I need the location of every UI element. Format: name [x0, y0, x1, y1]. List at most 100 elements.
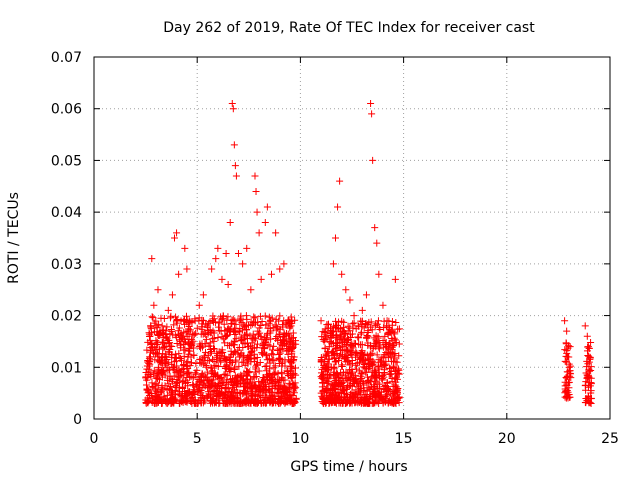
data-point	[160, 392, 168, 400]
data-point	[391, 275, 399, 283]
data-point	[170, 397, 178, 405]
data-point	[344, 322, 352, 330]
data-point	[172, 357, 180, 365]
data-point	[328, 387, 336, 395]
data-point	[215, 319, 223, 327]
data-point	[563, 373, 571, 381]
data-point	[318, 333, 326, 341]
data-point	[176, 398, 184, 406]
data-point	[197, 389, 205, 397]
data-point	[344, 348, 352, 356]
data-point	[196, 355, 204, 363]
x-tick-label: 25	[601, 431, 619, 447]
data-point	[284, 346, 292, 354]
data-points	[142, 100, 595, 407]
data-point	[270, 357, 278, 365]
data-point	[357, 372, 365, 380]
data-point	[376, 384, 384, 392]
data-point	[172, 382, 180, 390]
data-point	[231, 162, 239, 170]
data-point	[224, 313, 232, 321]
data-point	[332, 381, 340, 389]
data-point	[372, 374, 380, 382]
data-point	[144, 374, 152, 382]
data-point	[357, 397, 365, 405]
data-point	[342, 286, 350, 294]
data-point	[385, 397, 393, 405]
data-point	[147, 390, 155, 398]
data-point	[166, 330, 174, 338]
data-point	[352, 375, 360, 383]
data-point	[383, 317, 391, 325]
data-point	[213, 349, 221, 357]
x-tick-label: 5	[193, 431, 202, 447]
data-point	[369, 156, 377, 164]
data-point	[246, 368, 254, 376]
data-point	[244, 355, 252, 363]
data-point	[252, 372, 260, 380]
data-point	[187, 373, 195, 381]
data-point	[199, 291, 207, 299]
data-point	[228, 375, 236, 383]
data-point	[177, 344, 185, 352]
data-point	[338, 270, 346, 278]
data-point	[170, 321, 178, 329]
data-point	[244, 343, 252, 351]
data-point	[150, 370, 158, 378]
data-point	[567, 374, 575, 382]
data-point	[238, 319, 246, 327]
data-point	[384, 329, 392, 337]
data-point	[225, 326, 233, 334]
data-point	[266, 371, 274, 379]
data-point	[175, 350, 183, 358]
data-point	[192, 399, 200, 407]
data-point	[337, 331, 345, 339]
data-point	[223, 331, 231, 339]
data-point	[364, 398, 372, 406]
data-point	[286, 397, 294, 405]
data-point	[183, 265, 191, 273]
data-point	[228, 316, 236, 324]
data-point	[358, 341, 366, 349]
data-point	[200, 330, 208, 338]
data-point	[239, 358, 247, 366]
data-point	[563, 327, 571, 335]
data-point	[388, 317, 396, 325]
data-point	[287, 367, 295, 375]
data-point	[250, 344, 258, 352]
data-point	[253, 208, 261, 216]
data-point	[395, 393, 403, 401]
data-point	[274, 324, 282, 332]
data-point	[292, 395, 300, 403]
data-point	[284, 330, 292, 338]
data-point	[252, 363, 260, 371]
data-point	[224, 281, 232, 289]
data-point	[166, 372, 174, 380]
data-point	[276, 312, 284, 320]
data-point	[173, 339, 181, 347]
data-point	[200, 397, 208, 405]
data-point	[379, 399, 387, 407]
data-point	[255, 229, 263, 237]
data-point	[239, 390, 247, 398]
data-point	[329, 352, 337, 360]
data-point	[351, 353, 359, 361]
data-point	[377, 358, 385, 366]
data-point	[332, 333, 340, 341]
data-point	[180, 377, 188, 385]
data-point	[264, 324, 272, 332]
data-point	[212, 255, 220, 263]
y-tick-label: 0.07	[51, 50, 82, 66]
chart-title: Day 262 of 2019, Rate Of TEC Index for r…	[163, 20, 535, 36]
data-point	[196, 376, 204, 384]
x-tick-label: 10	[291, 431, 309, 447]
data-point	[259, 386, 267, 394]
data-point	[230, 350, 238, 358]
data-point	[191, 386, 199, 394]
data-point	[357, 330, 365, 338]
data-point	[583, 374, 591, 382]
data-point	[202, 331, 210, 339]
data-point	[215, 385, 223, 393]
data-point	[204, 351, 212, 359]
data-point	[288, 359, 296, 367]
